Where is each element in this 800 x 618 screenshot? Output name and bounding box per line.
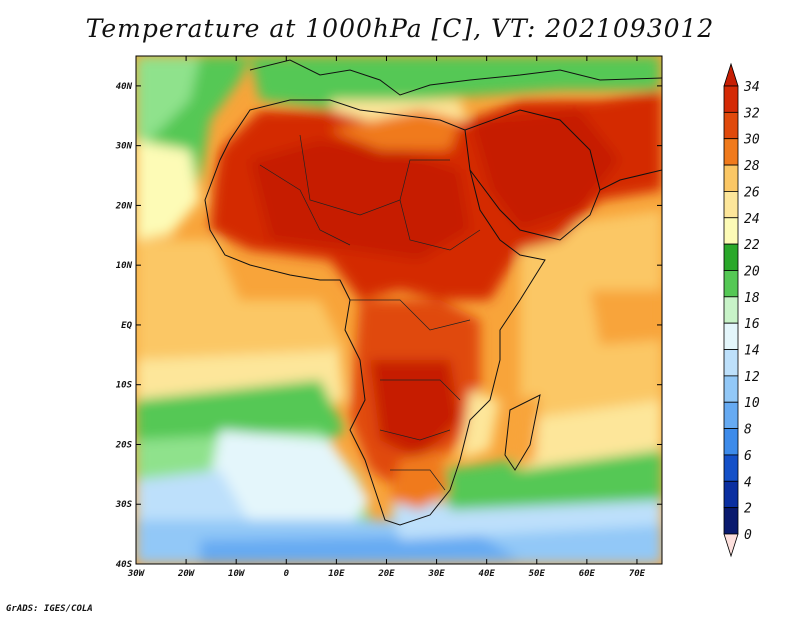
colorbar-bottom-triangle bbox=[723, 533, 739, 558]
lon-tick-label: 10W bbox=[228, 569, 246, 579]
colorbar-label: 34 bbox=[743, 80, 760, 95]
temperature-field bbox=[136, 56, 662, 564]
colorbar-top-triangle bbox=[723, 62, 739, 87]
colorbar-label: 26 bbox=[744, 185, 760, 200]
lon-tick-label: 40E bbox=[479, 569, 496, 579]
lon-tick-label: 30W bbox=[127, 569, 146, 579]
colorbar-box bbox=[723, 164, 739, 192]
colorbar-label: 20 bbox=[744, 264, 760, 279]
lat-tick-label: 10N bbox=[116, 261, 133, 271]
colorbar-box bbox=[723, 85, 739, 113]
colorbar-label: 10 bbox=[744, 396, 760, 411]
lat-tick-label: 40N bbox=[116, 82, 133, 92]
lon-tick-label: 30E bbox=[427, 569, 445, 579]
colorbar-box bbox=[723, 375, 739, 403]
lon-tick-label: 20E bbox=[377, 569, 395, 579]
credit-text: GrADS: IGES/COLA bbox=[6, 604, 93, 614]
lat-tick-label: 40S bbox=[116, 560, 133, 570]
colorbar-label: 16 bbox=[744, 317, 760, 332]
lat-tick-label: 10S bbox=[116, 381, 133, 391]
colorbar-label: 32 bbox=[743, 106, 760, 121]
lat-tick-label: 20N bbox=[115, 201, 133, 211]
colorbar-box bbox=[723, 480, 739, 509]
colorbar-box bbox=[723, 243, 739, 271]
latitude-axis: 40N 30N 20N 10N EQ 10S 20S 30S 40S bbox=[115, 82, 662, 570]
colorbar-box bbox=[723, 401, 739, 429]
colorbar-label: 8 bbox=[744, 423, 752, 438]
lon-tick-label: 0 bbox=[284, 569, 290, 579]
colorbar-box bbox=[723, 322, 739, 350]
lat-tick-label: 30N bbox=[115, 142, 133, 152]
colorbar-label: 12 bbox=[744, 370, 760, 385]
colorbar-box bbox=[723, 111, 739, 140]
plot-frame bbox=[135, 55, 663, 565]
lon-tick-label: 70E bbox=[629, 569, 646, 579]
colorbar-box bbox=[723, 138, 739, 166]
colorbar-label: 4 bbox=[744, 475, 752, 490]
colorbar-label: 30 bbox=[743, 133, 760, 148]
map-title: Temperature at 1000hPa [C], VT: 20210930… bbox=[85, 14, 715, 43]
lon-tick-label: 60E bbox=[579, 569, 596, 579]
lon-tick-label: 10E bbox=[328, 569, 345, 579]
colorbar-box bbox=[723, 217, 739, 245]
colorbar-label: 2 bbox=[744, 502, 752, 517]
colorbar-box bbox=[723, 507, 739, 535]
country-borders bbox=[259, 134, 481, 491]
lat-tick-label: 30S bbox=[115, 500, 133, 510]
colorbar-box bbox=[723, 191, 739, 219]
coastlines bbox=[204, 59, 662, 526]
colorbar-label: 6 bbox=[744, 449, 752, 464]
colorbar-label: 28 bbox=[744, 159, 760, 174]
colorbar-label: 14 bbox=[744, 344, 760, 359]
colorbar-box bbox=[723, 428, 739, 456]
longitude-axis: 30W 20W 10W 0 10E 20E 30E 40E 50E 60E 70E bbox=[127, 56, 646, 579]
lon-tick-label: 20W bbox=[177, 569, 196, 579]
colorbar-label: 22 bbox=[744, 238, 760, 253]
colorbar-box bbox=[723, 296, 739, 324]
colorbar-label: 0 bbox=[744, 528, 752, 543]
colorbar-box bbox=[723, 349, 739, 377]
colorbar-label: 24 bbox=[744, 212, 760, 227]
colorbar-box bbox=[723, 270, 739, 298]
lon-tick-label: 50E bbox=[529, 569, 546, 579]
colorbar-label: 18 bbox=[744, 291, 760, 306]
lat-tick-label: 20S bbox=[115, 440, 133, 450]
colorbar-box bbox=[723, 454, 739, 482]
lat-tick-label: EQ bbox=[121, 321, 132, 331]
